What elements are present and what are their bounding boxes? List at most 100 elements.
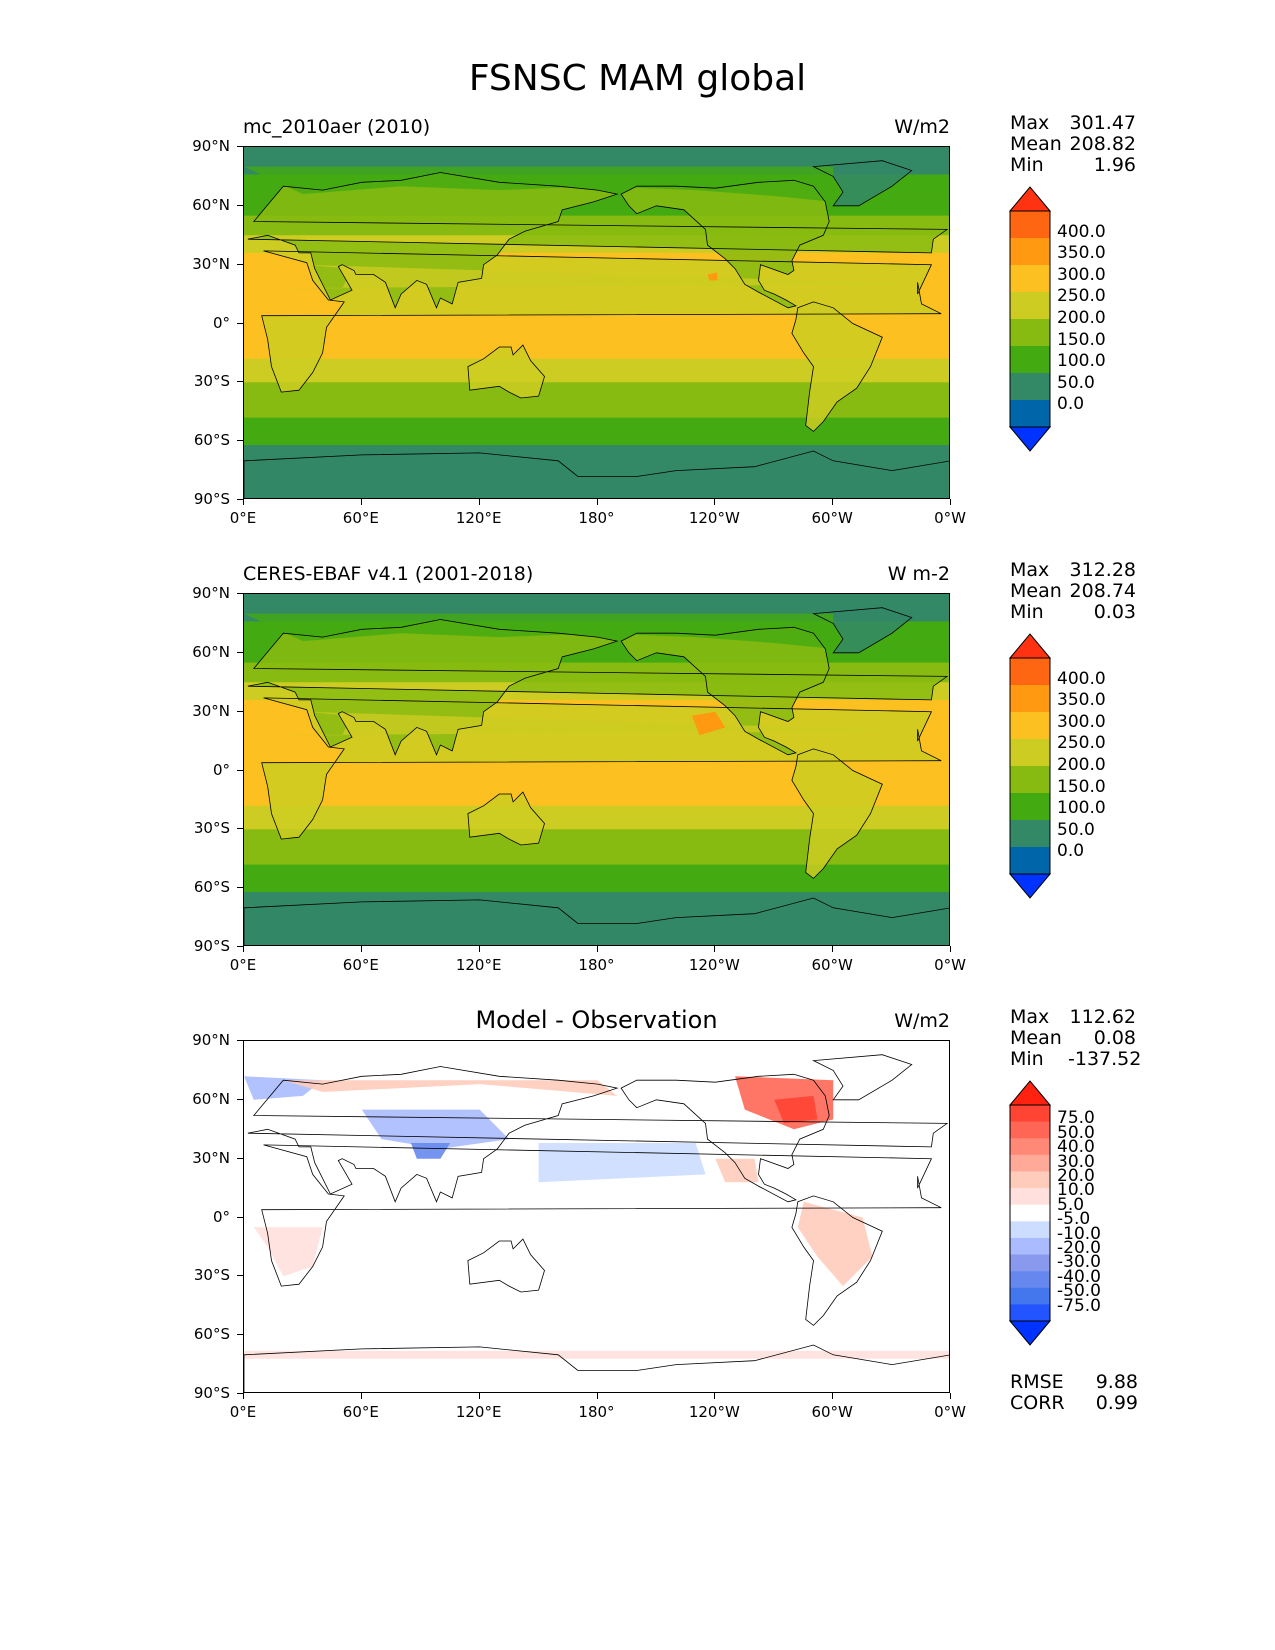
lon-tick-mark bbox=[243, 499, 244, 505]
colorbar-tick-label: 250.0 bbox=[1057, 733, 1106, 754]
desert-region bbox=[263, 264, 932, 289]
colorbar-segment bbox=[1010, 292, 1050, 320]
lat-tick-mark bbox=[237, 146, 243, 147]
lat-tick-label: 60°N bbox=[192, 642, 230, 661]
lon-tick-mark bbox=[950, 1393, 951, 1399]
stat-value: 208.82 bbox=[1069, 133, 1136, 155]
colorbar-tick-label: 350.0 bbox=[1057, 690, 1106, 711]
colorbar-segment bbox=[1010, 685, 1050, 713]
lat-tick-mark bbox=[237, 440, 243, 442]
lat-tick-label: 60°S bbox=[193, 1325, 230, 1344]
coastline-eurasia bbox=[247, 1066, 949, 1203]
lat-tick-label: 0° bbox=[212, 313, 230, 332]
lon-tick-label: 120°E bbox=[455, 509, 502, 527]
lat-tick-label: 30°N bbox=[192, 1148, 230, 1167]
land-antarctica bbox=[244, 898, 949, 945]
stat-key: Min bbox=[1010, 154, 1044, 176]
asia-negative bbox=[361, 1109, 510, 1149]
colorbar-tick-label: 100.0 bbox=[1057, 351, 1106, 372]
zonal-band-10 bbox=[244, 864, 949, 881]
footer-stat-value: 9.88 bbox=[1095, 1371, 1138, 1393]
lat-tick-mark bbox=[237, 946, 243, 947]
zonal-band-11 bbox=[244, 433, 949, 446]
coastline-eurasia bbox=[247, 619, 949, 756]
lon-tick-label: 120°W bbox=[688, 1403, 740, 1421]
colorbar-segment bbox=[1010, 658, 1050, 686]
antarctic-coast-positive bbox=[244, 1350, 949, 1359]
coastline-greenland bbox=[812, 1054, 913, 1101]
lon-tick-label: 60°W bbox=[811, 509, 853, 527]
lon-tick-label: 0°W bbox=[934, 956, 966, 974]
stat-value: 112.62 bbox=[1069, 1006, 1136, 1028]
land-samerica bbox=[791, 301, 883, 432]
coastline-australia bbox=[467, 1238, 545, 1293]
colorbar-segment bbox=[1010, 847, 1050, 875]
lat-tick-label: 90°S bbox=[193, 1384, 230, 1402]
stat-row: Max 312.28 bbox=[1010, 559, 1136, 581]
land-antarctica bbox=[244, 451, 949, 498]
stat-key: Max bbox=[1010, 559, 1050, 581]
hudson-positive bbox=[774, 1095, 818, 1124]
footer-stat-key: CORR bbox=[1010, 1392, 1065, 1414]
lon-tick-mark bbox=[596, 499, 598, 505]
colorbar-segment bbox=[1010, 1138, 1050, 1156]
coastline-namerica bbox=[620, 179, 830, 309]
lon-tick-label: 60°E bbox=[342, 956, 379, 974]
lat-tick-label: 0° bbox=[212, 760, 230, 779]
lon-tick-mark bbox=[832, 499, 834, 505]
colorbar-tick-label: 30.0 bbox=[1057, 1151, 1095, 1172]
lon-tick-mark bbox=[714, 946, 716, 952]
colorbar-tick-label: -30.0 bbox=[1057, 1252, 1101, 1273]
panel-title: Model - Observation bbox=[475, 1006, 718, 1034]
coastline-australia bbox=[467, 344, 545, 399]
colorbar-segment bbox=[1010, 1304, 1050, 1322]
lon-tick-mark bbox=[243, 1393, 244, 1399]
colorbar-tick-label: 40.0 bbox=[1057, 1137, 1095, 1158]
coastline-antarctica bbox=[244, 1344, 949, 1392]
stat-key: Mean bbox=[1010, 580, 1062, 602]
colorbar-tick-label: 20.0 bbox=[1057, 1166, 1095, 1186]
colorbar-tick-label: 50.0 bbox=[1057, 372, 1095, 393]
colorbar-segment bbox=[1010, 1204, 1050, 1222]
lon-tick-mark bbox=[950, 499, 951, 505]
coastline-greenland bbox=[812, 607, 913, 654]
stat-row: Min 1.96 bbox=[1010, 154, 1136, 176]
colorbar-segment bbox=[1010, 1154, 1050, 1172]
colorbar-extend-max bbox=[1008, 633, 1052, 659]
colorbar-segment bbox=[1010, 739, 1050, 767]
lon-tick-label: 180° bbox=[578, 509, 615, 527]
stat-key: Max bbox=[1010, 1006, 1050, 1028]
lat-tick-mark bbox=[237, 828, 243, 830]
footer-stat-row: RMSE 9.88 bbox=[1010, 1371, 1138, 1393]
colorbar-segment bbox=[1010, 265, 1050, 293]
lat-tick-label: 30°N bbox=[192, 701, 230, 720]
colorbar-tick-label: 200.0 bbox=[1057, 308, 1106, 328]
colorbar-tick-label: 250.0 bbox=[1057, 286, 1106, 307]
arctic-region bbox=[244, 613, 834, 649]
lat-tick-mark bbox=[237, 651, 243, 653]
colorbar-segment bbox=[1010, 1121, 1050, 1139]
coastline-africa bbox=[261, 1144, 942, 1287]
stat-key: Mean bbox=[1010, 133, 1062, 155]
lon-tick-mark bbox=[714, 1393, 716, 1399]
zonal-band-10 bbox=[244, 417, 949, 434]
mexico-positive bbox=[715, 1158, 759, 1183]
lat-tick-label: 30°S bbox=[193, 819, 230, 838]
tibet-negative bbox=[410, 1143, 451, 1159]
lat-tick-label: 30°N bbox=[192, 254, 230, 273]
panel-units: W/m2 bbox=[894, 1010, 950, 1032]
panel-units: W m-2 bbox=[887, 563, 950, 585]
colorbar-tick-label: 0.0 bbox=[1057, 841, 1085, 862]
stat-row: Min -137.52 bbox=[1010, 1048, 1141, 1070]
coastline-samerica bbox=[791, 301, 883, 432]
lon-tick-label: 0°E bbox=[229, 956, 257, 974]
zonal-band-0 bbox=[244, 594, 949, 607]
footer-stat-key: RMSE bbox=[1010, 1371, 1064, 1393]
africa-positive bbox=[253, 1227, 323, 1277]
figure-title: FSNSC MAM global bbox=[468, 58, 807, 99]
colorbar-extend-min bbox=[1008, 873, 1052, 899]
stat-key: Min bbox=[1010, 1048, 1044, 1070]
colorbar-segment bbox=[1010, 1188, 1050, 1205]
subtropical-high bbox=[691, 711, 726, 736]
samerica-positive bbox=[797, 1201, 873, 1287]
